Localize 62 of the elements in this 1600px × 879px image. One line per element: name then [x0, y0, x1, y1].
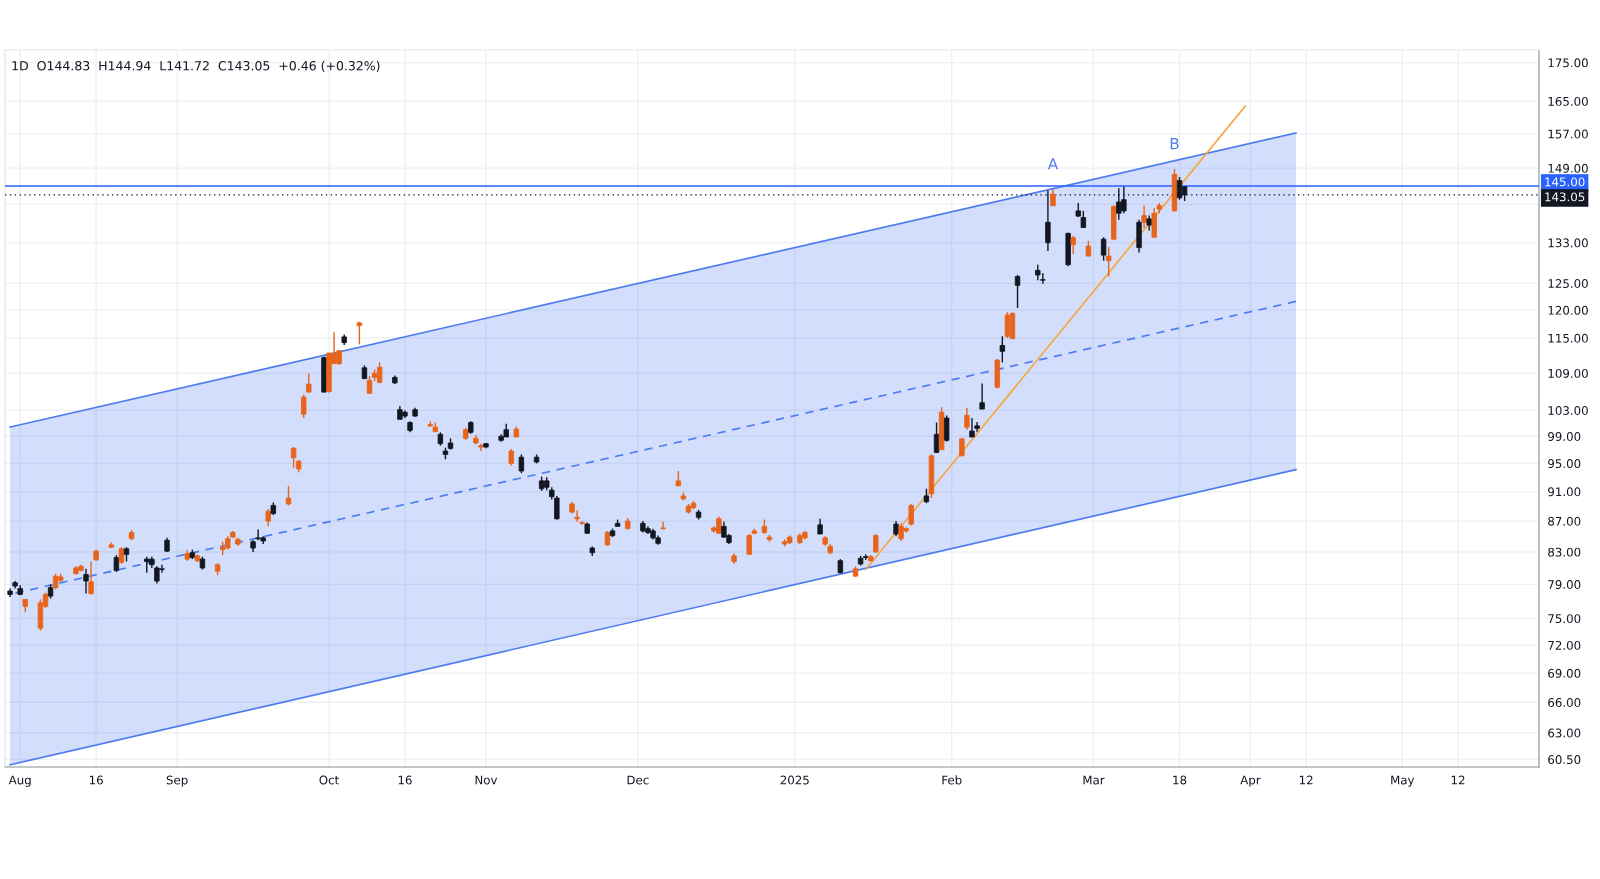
candlestick [1014, 274, 1021, 309]
x-tick-label: Dec [627, 775, 649, 785]
y-tick-label: 87.00 [1548, 516, 1581, 526]
x-tick-label: 16 [89, 775, 103, 785]
candlestick [964, 407, 970, 431]
y-tick-label: 99.00 [1548, 432, 1581, 441]
x-tick-label: Oct [319, 775, 339, 785]
y-tick-label: 72.00 [1548, 640, 1581, 650]
x-tick-label: 16 [398, 775, 412, 785]
y-tick-label: 157.00 [1548, 129, 1588, 139]
y-tick-label: 75.00 [1548, 614, 1581, 624]
y-tick-label: 83.00 [1548, 547, 1581, 557]
y-tick-label: 66.00 [1548, 698, 1581, 707]
candlestick [1004, 311, 1011, 339]
y-tick-label: 63.00 [1548, 728, 1581, 738]
candlestick [290, 446, 297, 469]
x-tick-label: 2025 [780, 775, 809, 785]
candlestick [943, 414, 950, 443]
candlestick [1100, 236, 1107, 262]
annotation: A [1047, 158, 1059, 170]
candlestick [1105, 246, 1112, 278]
y-tick-label: 60.50 [1548, 755, 1581, 765]
y-tick-label: 120.00 [1548, 305, 1588, 315]
x-tick-label: Mar [1083, 775, 1105, 785]
y-tick-label: 115.00 [1548, 333, 1588, 343]
annotation: B [1170, 138, 1179, 150]
y-tick-label: 175.00 [1548, 58, 1588, 68]
candlestick [999, 335, 1006, 364]
x-tick-label: Aug [8, 775, 31, 787]
candlestick [88, 560, 94, 596]
candlestick [1141, 205, 1147, 229]
y-tick-label: 165.00 [1548, 96, 1588, 106]
candlestick [979, 382, 985, 410]
candlestick [908, 503, 914, 527]
y-tick-label: 133.00 [1548, 238, 1588, 248]
y-tick-label: 125.00 [1548, 279, 1588, 288]
y-tick-label: 149.00 [1548, 163, 1588, 173]
ref-line-label: 145.00 [1545, 177, 1585, 187]
y-tick-label: 69.00 [1548, 668, 1581, 678]
x-tick-label: May [1391, 775, 1415, 787]
y-tick-label: 95.00 [1548, 459, 1581, 469]
x-tick-label: 18 [1173, 775, 1187, 785]
x-tick-label: 12 [1451, 775, 1465, 785]
x-tick-label: Sep [166, 775, 188, 787]
candlestick [83, 568, 89, 595]
text: 1D O144.83 H144.94 L141.72 C143.05 +0.46 (+0.32%) [12, 60, 380, 72]
ref-line-label: 143.05 [1545, 192, 1585, 202]
candlestick [933, 421, 940, 454]
candlestick [306, 373, 312, 393]
candlestick [873, 533, 879, 554]
candlestick [518, 453, 525, 474]
y-tick-label: 79.00 [1548, 580, 1581, 589]
candlestick [1070, 235, 1076, 255]
y-tick-label: 103.00 [1548, 406, 1588, 415]
y-tick-label: 91.00 [1548, 487, 1581, 497]
x-tick-label: Apr [1240, 775, 1261, 787]
x-tick-label: 12 [1299, 775, 1313, 785]
x-tick-label: Nov [475, 775, 498, 785]
y-tick-label: 109.00 [1548, 368, 1588, 378]
x-tick-label: Feb [942, 775, 962, 785]
candlestick [660, 521, 666, 531]
candlestick [301, 393, 307, 419]
